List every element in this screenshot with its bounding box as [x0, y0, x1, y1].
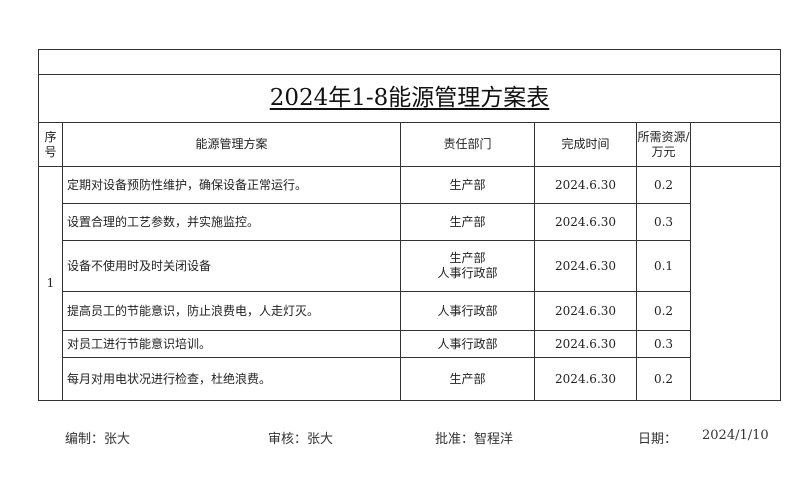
plan-cell: 设置合理的工艺参数，并实施监控。	[62, 203, 401, 241]
resource-cell: 0.2	[636, 357, 691, 401]
header-time: 完成时间	[534, 122, 637, 167]
table-row: 设备不使用时及时关闭设备 生产部 人事行政部 2024.6.30 0.1	[39, 240, 781, 292]
header-extra	[689, 122, 782, 167]
plan-cell: 定期对设备预防性维护，确保设备正常运行。	[62, 166, 401, 204]
dept-cell: 人事行政部	[400, 330, 535, 358]
header-dept: 责任部门	[400, 122, 535, 167]
time-cell: 2024.6.30	[534, 357, 637, 401]
table-row: 1 定期对设备预防性维护，确保设备正常运行。 生产部 2024.6.30 0.2	[38, 166, 782, 401]
seq-cell: 1	[38, 166, 63, 401]
resource-cell: 0.2	[636, 166, 691, 204]
resource-cell: 0.1	[636, 240, 691, 292]
dept-cell: 生产部 人事行政部	[400, 240, 535, 292]
table-row: 提高员工的节能意识，防止浪费电，人走灯灭。 人事行政部 2024.6.30 0.2	[39, 291, 781, 331]
time-cell: 2024.6.30	[534, 330, 637, 358]
header-plan: 能源管理方案	[62, 122, 401, 167]
plan-cell: 提高员工的节能意识，防止浪费电，人走灯灭。	[62, 291, 401, 331]
reviewed-by: 审核：张大	[268, 432, 334, 447]
resource-cell: 0.3	[636, 330, 691, 358]
resource-cell: 0.3	[636, 203, 691, 241]
approved-by: 批准：智程洋	[435, 432, 514, 447]
extra-cell	[689, 166, 782, 401]
time-cell: 2024.6.30	[534, 291, 637, 331]
plan-cell: 每月对用电状况进行检查，杜绝浪费。	[62, 357, 401, 401]
table-row: 对员工进行节能意识培训。 人事行政部 2024.6.30 0.3	[39, 330, 781, 358]
dept-cell: 人事行政部	[400, 291, 535, 331]
dept-cell: 生产部	[400, 357, 535, 401]
time-cell: 2024.6.30	[534, 240, 637, 292]
energy-plan-table: 2024年1-8能源管理方案表 序号 能源管理方案 责任部门 完成时间 所需资源…	[37, 49, 782, 401]
date-label: 日期：	[638, 432, 678, 447]
blank-top-row	[37, 49, 782, 75]
compiled-by: 编制：张大	[65, 432, 131, 447]
dept-cell: 生产部	[400, 203, 535, 241]
table-row: 设置合理的工艺参数，并实施监控。 生产部 2024.6.30 0.3	[39, 203, 781, 241]
dept-cell: 生产部	[400, 166, 535, 204]
page-title: 2024年1-8能源管理方案表	[37, 74, 782, 123]
time-cell: 2024.6.30	[534, 166, 637, 204]
plan-cell: 对员工进行节能意识培训。	[62, 330, 401, 358]
date-value: 2024/1/10	[702, 428, 769, 443]
resource-cell: 0.2	[636, 291, 691, 331]
header-seq: 序号	[38, 122, 63, 167]
header-resource: 所需资源/万元	[636, 122, 691, 167]
table-row: 每月对用电状况进行检查，杜绝浪费。 生产部 2024.6.30 0.2	[39, 357, 781, 401]
plan-cell: 设备不使用时及时关闭设备	[62, 240, 401, 292]
time-cell: 2024.6.30	[534, 203, 637, 241]
